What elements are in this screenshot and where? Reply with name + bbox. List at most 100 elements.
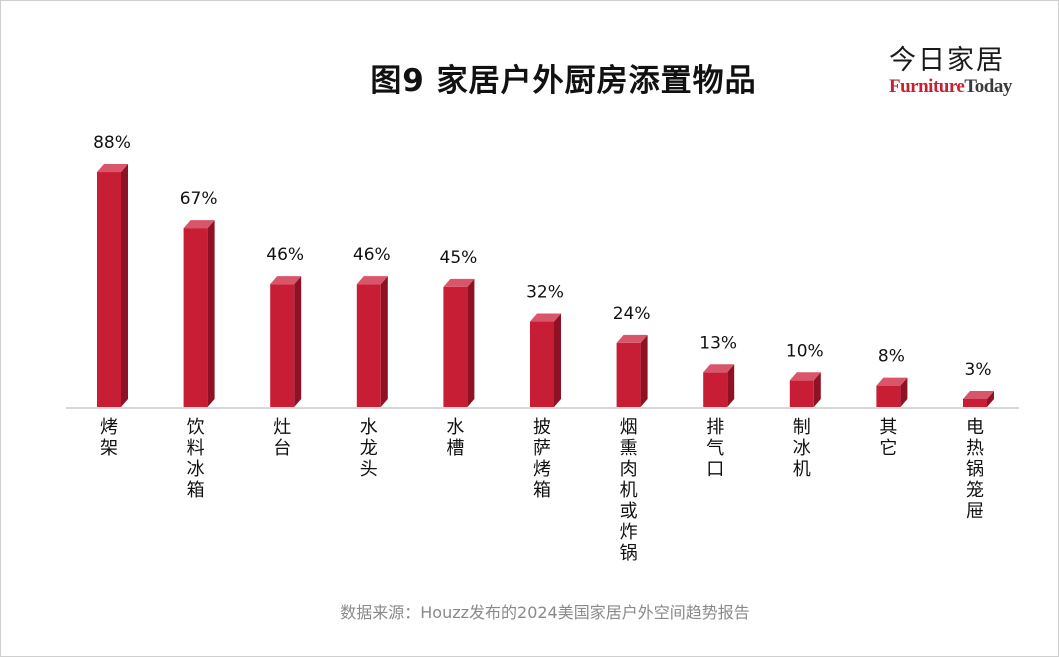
- category-label-char: 冰: [792, 438, 811, 459]
- category-label: 灶台: [267, 417, 297, 459]
- category-label-char: 制: [792, 417, 811, 438]
- category-label-char: 烤: [100, 417, 118, 438]
- category-label-char: 机: [792, 459, 811, 480]
- category-label-char: 排: [706, 417, 725, 438]
- brand-logo-today: Today: [964, 76, 1012, 97]
- bar-top-face: [356, 276, 388, 285]
- category-label: 披萨烤箱: [527, 417, 557, 501]
- bar-top-face: [183, 220, 215, 229]
- category-label: 烟熏肉机或炸锅: [614, 417, 644, 564]
- brand-logo-english: FurnitureToday: [889, 76, 1019, 98]
- bar-front-face: [97, 172, 121, 407]
- bar-front-face: [703, 372, 728, 407]
- bar-front-face: [876, 385, 901, 407]
- category-label: 其它: [873, 417, 903, 459]
- data-label: 3%: [965, 360, 992, 380]
- category-label-char: 气: [706, 438, 725, 459]
- bar-6: [530, 313, 561, 407]
- category-label-char: 口: [706, 459, 725, 480]
- category-label-char: 槽: [446, 438, 465, 459]
- category-label-char: 或: [619, 501, 638, 522]
- data-label: 24%: [613, 304, 651, 324]
- category-label-char: 屉: [966, 501, 984, 522]
- data-label: 8%: [878, 347, 905, 367]
- category-label-char: 台: [273, 438, 292, 459]
- category-label-char: 笼: [966, 480, 984, 501]
- bar-front-face: [270, 284, 295, 407]
- bar-side-face: [294, 276, 302, 407]
- category-label-char: 水: [446, 417, 465, 438]
- bar-4: [356, 276, 388, 407]
- category-label: 水槽: [440, 417, 470, 459]
- bar-top-face: [97, 164, 128, 173]
- category-label-char: 热: [966, 438, 984, 459]
- bar-front-face: [963, 398, 987, 407]
- bar-side-face: [900, 377, 908, 407]
- bar-side-face: [207, 220, 215, 407]
- bar-front-face: [443, 286, 468, 407]
- bar-1: [97, 164, 128, 407]
- category-label-char: 烟: [619, 417, 638, 438]
- category-label-char: 箱: [533, 480, 551, 501]
- data-label: 13%: [699, 333, 737, 353]
- bar-side-face: [987, 390, 994, 407]
- category-label-char: 萨: [533, 438, 551, 459]
- category-label-char: 料: [186, 438, 205, 459]
- bar-7: [616, 334, 648, 407]
- category-label-char: 头: [359, 459, 378, 480]
- category-label-char: 冰: [186, 459, 205, 480]
- category-label-char: 其: [879, 417, 898, 438]
- bar-top-face: [876, 377, 908, 386]
- bar-side-face: [121, 164, 128, 407]
- bar-top-face: [270, 276, 302, 285]
- category-label-char: 披: [533, 417, 551, 438]
- data-label: 10%: [786, 341, 824, 361]
- category-label-char: 它: [879, 438, 898, 459]
- category-label-char: 龙: [359, 438, 378, 459]
- data-label: 46%: [266, 245, 304, 265]
- bar-side-face: [467, 278, 475, 407]
- bar-top-face: [616, 334, 648, 343]
- category-label-char: 锅: [966, 459, 984, 480]
- category-label: 排气口: [700, 417, 730, 480]
- bar-9: [789, 372, 821, 407]
- category-label-char: 炸: [619, 522, 638, 543]
- category-label: 烤架: [94, 417, 124, 459]
- bar-side-face: [380, 276, 388, 407]
- data-label: 88%: [93, 133, 131, 153]
- bar-front-face: [616, 342, 641, 407]
- bar-front-face: [530, 321, 554, 407]
- category-label-char: 锅: [619, 543, 638, 564]
- category-label-char: 箱: [186, 480, 205, 501]
- data-label: 45%: [440, 248, 478, 268]
- category-label: 水龙头: [354, 417, 384, 480]
- source-note: 数据来源：Houzz发布的2024美国家居户外空间趋势报告: [340, 603, 750, 622]
- bar-10: [876, 377, 908, 407]
- bar-side-face: [554, 313, 561, 407]
- brand-logo-chinese: 今日家居: [889, 45, 1005, 76]
- category-label: 制冰机: [787, 417, 817, 480]
- bar-side-face: [640, 334, 648, 407]
- bar-side-face: [813, 372, 821, 407]
- category-label-char: 机: [619, 480, 638, 501]
- category-label-char: 水: [359, 417, 378, 438]
- bar-3: [270, 276, 302, 407]
- bar-front-face: [789, 380, 814, 407]
- bar-8: [703, 364, 735, 407]
- category-label-char: 熏: [619, 438, 638, 459]
- chart-title: 图9 家居户外厨房添置物品: [370, 63, 757, 99]
- bar-5: [443, 278, 475, 407]
- bar-top-face: [703, 364, 735, 373]
- bar-2: [183, 220, 215, 407]
- data-label: 67%: [180, 189, 218, 209]
- data-label: 46%: [353, 245, 391, 265]
- category-label: 饮料冰箱: [181, 417, 211, 501]
- category-label-char: 灶: [273, 417, 292, 438]
- category-label-char: 肉: [619, 459, 638, 480]
- category-label-char: 烤: [533, 459, 551, 480]
- bar-top-face: [443, 278, 475, 287]
- bar-front-face: [356, 284, 381, 407]
- category-label-char: 架: [100, 438, 118, 459]
